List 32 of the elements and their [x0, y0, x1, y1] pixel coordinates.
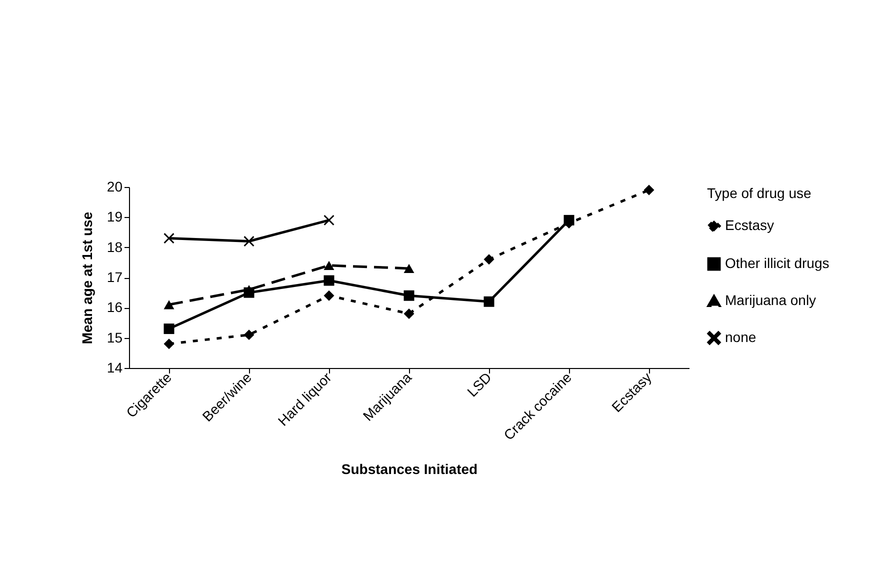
x-axis-title: Substances Initiated: [341, 461, 478, 478]
point: [644, 184, 654, 196]
point: [164, 300, 174, 310]
y-tick-label: 15: [106, 329, 123, 346]
y-tick-label: 20: [106, 178, 123, 194]
y-axis-title: Mean age at 1st use: [78, 212, 95, 344]
legend-label: Other illicit drugs: [725, 255, 830, 271]
y-tick-label: 19: [106, 208, 123, 225]
legend-label: none: [725, 329, 756, 345]
point: [484, 296, 494, 307]
point: [324, 260, 334, 270]
point: [404, 264, 414, 273]
y-tick-label: 17: [106, 269, 123, 285]
point: [164, 324, 174, 334]
point: [484, 254, 494, 265]
legend-label: Marijuana only: [725, 292, 816, 308]
point: [164, 233, 174, 244]
point: [244, 236, 254, 247]
point: [404, 308, 414, 319]
point: [244, 287, 254, 298]
point: [324, 290, 334, 301]
point: [404, 290, 414, 301]
y-tick-label: 14: [106, 360, 123, 376]
y-tick-label: 18: [106, 238, 123, 255]
point: [164, 338, 174, 350]
x-tick-label: LSD: [464, 369, 494, 400]
point: [324, 275, 334, 286]
point: [244, 330, 254, 340]
point: [324, 214, 334, 226]
y-tick-label: 16: [106, 299, 123, 316]
legend-label: Ecstasy: [725, 217, 774, 233]
legend-title: Type of drug use: [707, 185, 812, 201]
